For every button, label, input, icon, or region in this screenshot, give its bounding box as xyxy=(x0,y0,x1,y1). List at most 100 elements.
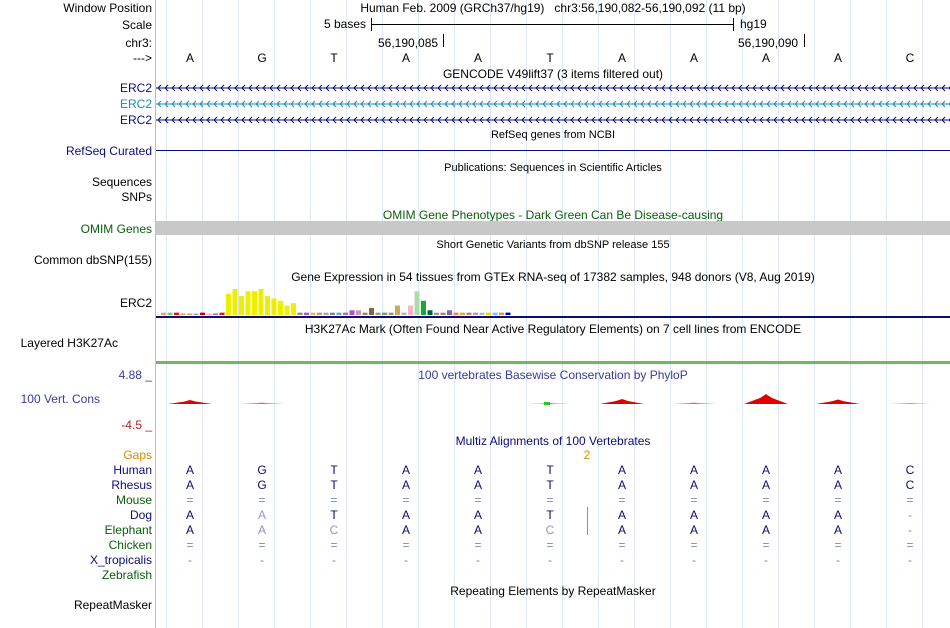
gtex-tissue-bar[interactable] xyxy=(421,300,426,315)
gtex-tissue-bar[interactable] xyxy=(297,312,303,315)
strand-chevron xyxy=(703,84,708,92)
gtex-tissue-bar[interactable] xyxy=(453,312,459,315)
aligned-base: = xyxy=(330,493,338,507)
gtex-tissue-bar[interactable] xyxy=(375,312,381,315)
gtex-tissue-bar[interactable] xyxy=(180,313,186,316)
species-label[interactable]: Zebrafish xyxy=(101,568,152,582)
gencode-item-label-3[interactable]: ERC2 xyxy=(119,113,152,127)
gtex-tissue-bar[interactable] xyxy=(193,313,199,316)
phylop-score-peak[interactable] xyxy=(816,399,860,405)
refseq-curated-label[interactable]: RefSeq Curated xyxy=(65,144,152,158)
phylop-label[interactable]: 100 Vert. Cons xyxy=(20,392,100,406)
gtex-tissue-bar[interactable] xyxy=(505,312,511,315)
gtex-tissue-bar[interactable] xyxy=(349,310,355,315)
strand-chevron xyxy=(528,116,533,124)
gtex-tissue-bar[interactable] xyxy=(310,312,316,315)
refseq-gene-line[interactable] xyxy=(156,150,950,151)
phylop-score-peak[interactable] xyxy=(672,402,716,404)
strand-chevron xyxy=(577,116,582,124)
gencode-transcripts[interactable] xyxy=(156,80,950,130)
h3k27ac-label[interactable]: Layered H3K27Ac xyxy=(20,336,118,350)
gencode-item-label-2[interactable]: ERC2 xyxy=(119,97,152,111)
gridline xyxy=(742,0,743,628)
gtex-tissue-bar[interactable] xyxy=(434,312,439,315)
omim-genes-label[interactable]: OMIM Genes xyxy=(80,222,152,236)
gtex-tissue-bar[interactable] xyxy=(427,310,433,315)
gtex-tissue-bar[interactable] xyxy=(265,296,270,315)
gtex-tissue-bar[interactable] xyxy=(167,312,173,315)
gtex-tissue-bar[interactable] xyxy=(232,289,238,315)
gtex-tissue-bar[interactable] xyxy=(382,312,387,315)
gtex-tissue-bar[interactable] xyxy=(492,312,498,315)
gtex-tissue-bar[interactable] xyxy=(206,313,212,316)
gtex-tissue-bar[interactable] xyxy=(440,312,446,315)
phylop-score-peak[interactable] xyxy=(744,394,788,404)
dbsnp-label[interactable]: Common dbSNP(155) xyxy=(33,253,152,267)
gtex-tissue-bar[interactable] xyxy=(414,291,420,315)
species-label[interactable]: Dog xyxy=(129,508,152,522)
gencode-item-label-1[interactable]: ERC2 xyxy=(119,81,152,95)
publications-snps-label[interactable]: SNPs xyxy=(121,190,152,204)
strand-chevron xyxy=(703,116,708,124)
publications-sequences-label[interactable]: Sequences xyxy=(91,175,152,189)
gtex-gene-model-line xyxy=(156,316,950,318)
aligned-base: - xyxy=(188,553,192,567)
gtex-tissue-bar[interactable] xyxy=(499,312,504,315)
gtex-tissue-bar[interactable] xyxy=(388,312,394,315)
h3k27ac-signal[interactable] xyxy=(156,361,950,364)
gtex-tissue-bar[interactable] xyxy=(466,312,472,315)
gtex-tissue-bar[interactable] xyxy=(369,307,374,315)
gtex-tissue-bar[interactable] xyxy=(291,303,296,315)
gtex-tissue-bar[interactable] xyxy=(239,296,244,315)
gtex-tissue-bar[interactable] xyxy=(473,312,478,315)
gtex-tissue-bar[interactable] xyxy=(252,291,257,315)
gtex-expression-bars[interactable] xyxy=(156,284,950,318)
species-label[interactable]: Mouse xyxy=(115,493,152,507)
gtex-tissue-bar[interactable] xyxy=(479,312,485,315)
species-label[interactable]: X_tropicalis xyxy=(89,553,152,567)
repeatmasker-label[interactable]: RepeatMasker xyxy=(73,598,152,612)
strand-chevron xyxy=(780,84,785,92)
gtex-tissue-bar[interactable] xyxy=(447,310,452,315)
gtex-tissue-bar[interactable] xyxy=(284,305,290,315)
gtex-tissue-bar[interactable] xyxy=(161,312,166,315)
gtex-gene-label[interactable]: ERC2 xyxy=(119,296,152,310)
gtex-tissue-bar[interactable] xyxy=(401,312,407,315)
gtex-tissue-bar[interactable] xyxy=(174,312,179,315)
gtex-tissue-bar[interactable] xyxy=(460,312,465,315)
gtex-tissue-bar[interactable] xyxy=(362,312,368,315)
gtex-tissue-bar[interactable] xyxy=(356,310,361,315)
gtex-tissue-bar[interactable] xyxy=(187,313,192,316)
phylop-score-peak[interactable] xyxy=(168,399,212,404)
gtex-tissue-bar[interactable] xyxy=(330,312,335,315)
gtex-tissue-bar[interactable] xyxy=(278,300,283,315)
gtex-tissue-bar[interactable] xyxy=(486,312,491,315)
species-label[interactable]: Elephant xyxy=(104,523,152,537)
gtex-tissue-bar[interactable] xyxy=(408,305,413,315)
gtex-tissue-bar[interactable] xyxy=(213,313,218,316)
phylop-score-peak[interactable] xyxy=(888,403,932,404)
gtex-tissue-bar[interactable] xyxy=(219,312,225,315)
strand-chevron xyxy=(549,116,554,124)
species-label[interactable]: Human xyxy=(113,463,152,477)
gtex-tissue-bar[interactable] xyxy=(245,291,251,315)
gtex-tissue-bar[interactable] xyxy=(395,305,400,315)
gtex-tissue-bar[interactable] xyxy=(343,312,348,315)
gtex-tissue-bar[interactable] xyxy=(200,312,205,315)
species-label[interactable]: Rhesus xyxy=(111,478,152,492)
strand-chevron xyxy=(829,116,834,124)
gtex-tissue-bar[interactable] xyxy=(258,289,264,315)
phylop-score-peak[interactable] xyxy=(600,399,644,404)
omim-phenotype-bar[interactable] xyxy=(156,221,950,235)
gtex-tissue-bar[interactable] xyxy=(304,312,309,315)
phylop-score-peak[interactable] xyxy=(240,402,284,404)
species-label[interactable]: Chicken xyxy=(108,538,152,552)
gtex-tissue-bar[interactable] xyxy=(323,312,329,315)
gtex-tissue-bar[interactable] xyxy=(317,312,322,315)
strand-chevron xyxy=(626,116,631,124)
gtex-tissue-bar[interactable] xyxy=(336,312,342,315)
gtex-tissue-bar[interactable] xyxy=(226,293,231,315)
phylop-conservation-plot[interactable] xyxy=(156,376,950,436)
gtex-tissue-bar[interactable] xyxy=(271,298,277,315)
